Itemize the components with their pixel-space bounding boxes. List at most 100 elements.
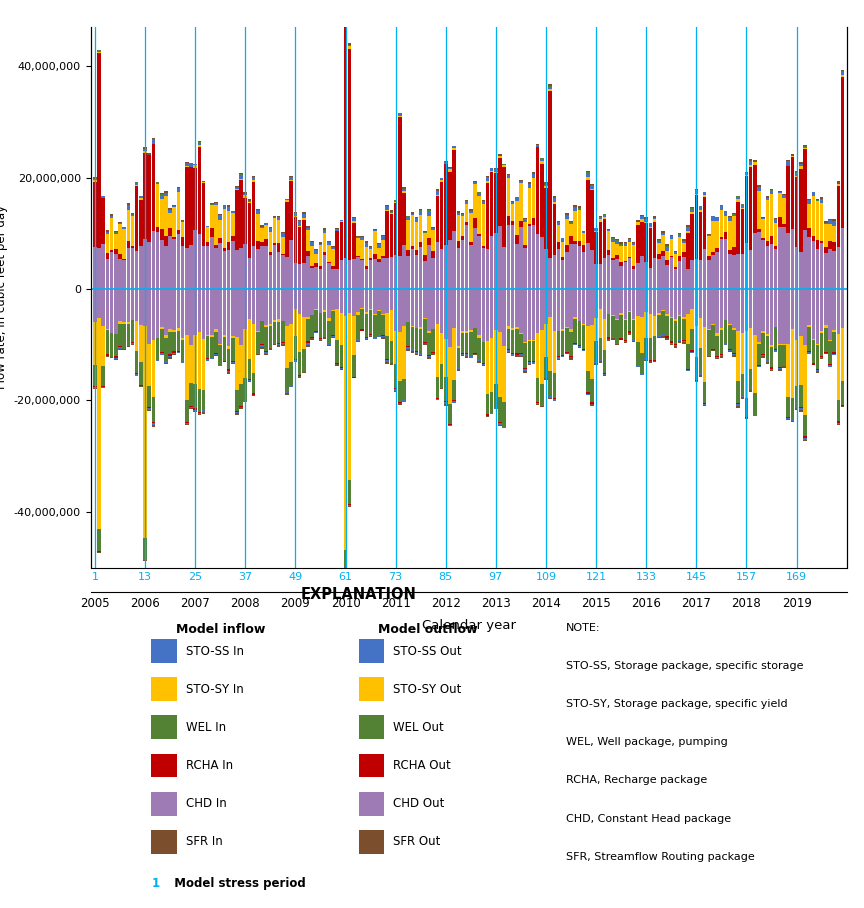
Bar xyxy=(176,192,181,231)
Bar xyxy=(565,352,569,354)
Bar xyxy=(239,173,243,174)
Bar xyxy=(578,241,581,246)
Bar xyxy=(181,221,184,222)
Bar xyxy=(302,263,306,289)
Bar xyxy=(331,269,334,289)
Bar xyxy=(226,346,231,349)
Bar xyxy=(628,242,632,257)
Bar xyxy=(611,242,614,258)
Bar xyxy=(515,289,518,328)
Bar xyxy=(499,332,502,398)
Bar xyxy=(636,289,639,316)
Bar xyxy=(428,356,431,358)
Bar xyxy=(619,262,623,266)
Bar xyxy=(619,289,623,313)
Bar xyxy=(101,326,105,366)
Bar xyxy=(105,253,109,259)
Bar xyxy=(314,249,318,250)
Bar xyxy=(348,480,352,504)
Bar xyxy=(540,164,543,237)
Bar xyxy=(657,313,661,315)
Bar xyxy=(549,89,552,91)
Bar xyxy=(302,317,306,349)
Bar xyxy=(707,329,711,331)
Bar xyxy=(93,247,97,289)
Bar xyxy=(795,289,798,340)
Bar xyxy=(686,314,689,344)
Bar xyxy=(223,209,226,248)
Bar xyxy=(118,259,122,289)
Bar xyxy=(431,330,435,351)
Bar xyxy=(820,289,823,331)
Bar xyxy=(594,228,598,231)
Bar xyxy=(511,224,514,289)
Bar xyxy=(323,289,327,311)
Bar xyxy=(715,289,719,333)
Bar xyxy=(661,232,664,235)
Bar xyxy=(189,245,193,289)
Bar xyxy=(829,365,832,367)
Bar xyxy=(143,326,147,538)
Bar xyxy=(682,257,686,289)
Bar xyxy=(327,245,331,262)
Bar xyxy=(435,196,439,242)
Bar xyxy=(556,222,560,225)
Bar xyxy=(298,313,302,351)
Bar xyxy=(665,337,669,338)
Bar xyxy=(231,213,234,236)
Bar xyxy=(223,337,226,360)
Bar xyxy=(569,358,573,360)
Bar xyxy=(151,425,156,427)
Bar xyxy=(645,312,648,338)
Bar xyxy=(356,340,359,341)
Bar xyxy=(636,263,639,289)
Bar xyxy=(519,289,523,333)
Bar xyxy=(385,313,389,336)
Bar xyxy=(782,198,786,224)
Bar xyxy=(256,209,259,210)
Bar xyxy=(824,221,828,222)
Bar xyxy=(665,247,669,252)
Bar xyxy=(201,390,206,410)
Bar xyxy=(369,309,372,310)
Bar xyxy=(419,215,422,242)
Bar xyxy=(473,289,477,328)
Bar xyxy=(804,438,807,440)
Bar xyxy=(574,343,577,345)
Bar xyxy=(766,360,769,362)
Bar xyxy=(360,240,364,259)
Bar xyxy=(239,248,243,289)
Bar xyxy=(732,216,736,247)
Bar xyxy=(528,363,531,365)
Bar xyxy=(649,268,652,289)
Bar xyxy=(653,222,657,258)
Bar xyxy=(210,228,213,237)
Bar xyxy=(481,204,485,246)
Bar xyxy=(699,212,702,260)
Bar xyxy=(469,289,473,331)
Bar xyxy=(248,203,251,259)
Bar xyxy=(770,347,773,367)
Bar xyxy=(148,408,151,409)
Text: RCHA In: RCHA In xyxy=(186,759,233,772)
Bar xyxy=(398,402,402,403)
Bar xyxy=(260,228,264,242)
Bar xyxy=(574,211,577,242)
Bar xyxy=(348,505,352,507)
Bar xyxy=(340,261,343,289)
Bar xyxy=(423,289,427,318)
Bar xyxy=(223,248,226,251)
Bar xyxy=(615,243,619,255)
Bar xyxy=(198,413,201,414)
Bar xyxy=(160,199,163,229)
Bar xyxy=(365,289,368,312)
Bar xyxy=(428,245,431,289)
Bar xyxy=(804,148,807,149)
Bar xyxy=(419,289,422,327)
Bar xyxy=(728,325,732,350)
Bar xyxy=(832,251,836,289)
Bar xyxy=(678,235,682,237)
Bar xyxy=(151,716,177,739)
Bar xyxy=(657,289,661,313)
Bar xyxy=(682,242,686,252)
